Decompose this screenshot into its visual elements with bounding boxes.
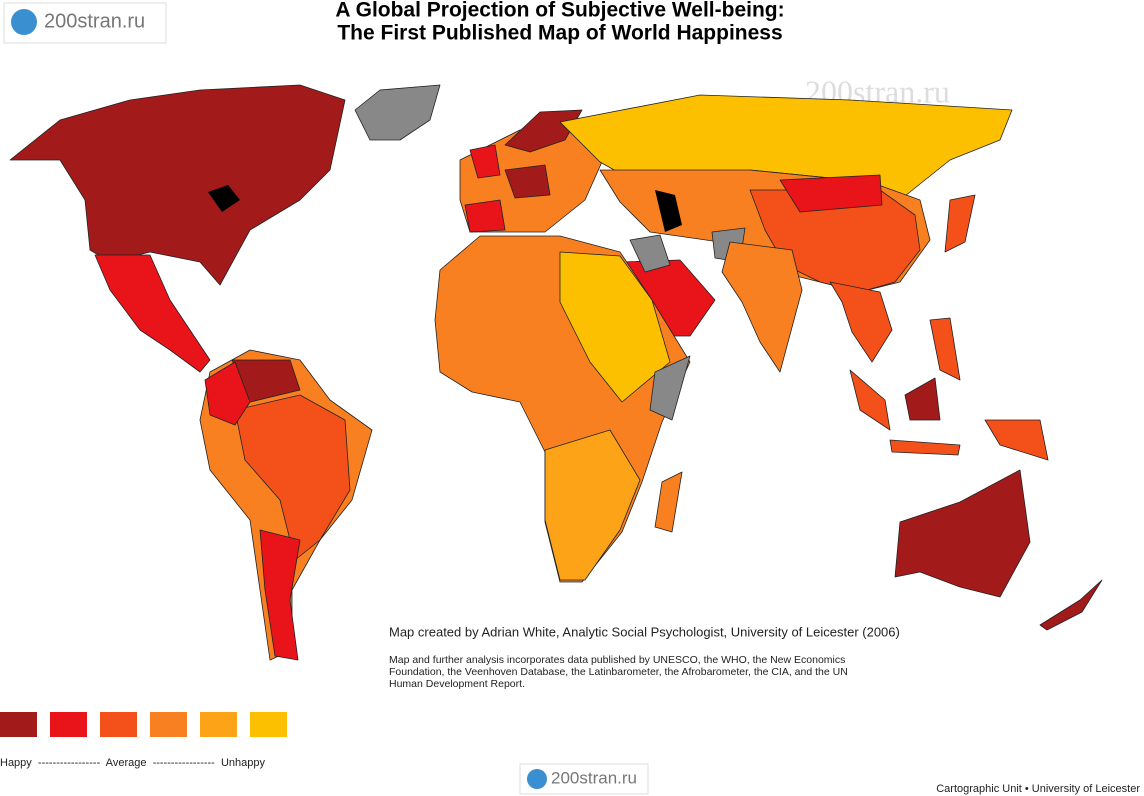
java bbox=[889, 439, 961, 456]
legend-swatch bbox=[0, 712, 37, 737]
sumatra bbox=[849, 369, 891, 431]
argentina bbox=[259, 529, 301, 661]
source-note: Map and further analysis incorporates da… bbox=[389, 654, 845, 666]
logo-text: 200stran.ru bbox=[551, 768, 637, 787]
colombia bbox=[204, 361, 251, 426]
logo-text: 200stran.ru bbox=[44, 10, 145, 32]
sahel bbox=[559, 251, 671, 403]
legend-swatch bbox=[250, 712, 287, 737]
greenland bbox=[354, 84, 441, 141]
legend-swatch bbox=[200, 712, 237, 737]
central-america bbox=[94, 254, 211, 373]
author-credit: Map created by Adrian White, Analytic So… bbox=[389, 624, 900, 639]
madagascar bbox=[654, 471, 683, 533]
india bbox=[721, 241, 803, 373]
legend-swatch bbox=[100, 712, 137, 737]
legend-swatch bbox=[50, 712, 87, 737]
caspian-sea bbox=[655, 190, 682, 232]
mongolia bbox=[779, 174, 883, 213]
source-note: Foundation, the Veenhoven Database, the … bbox=[389, 666, 848, 678]
world-map bbox=[9, 84, 1103, 661]
iberia bbox=[464, 199, 506, 233]
southern-africa bbox=[544, 429, 641, 581]
japan bbox=[944, 194, 976, 253]
philippines bbox=[929, 317, 961, 381]
australia bbox=[894, 469, 1031, 598]
britain bbox=[469, 144, 501, 179]
legend-swatch bbox=[150, 712, 187, 737]
north-america bbox=[9, 84, 346, 286]
borneo bbox=[904, 377, 941, 421]
horn-of-africa bbox=[649, 355, 691, 421]
iraq bbox=[629, 234, 671, 273]
logo-globe bbox=[11, 9, 37, 35]
new-zealand bbox=[1039, 579, 1103, 631]
new-guinea bbox=[984, 419, 1049, 461]
central-europe bbox=[504, 164, 551, 199]
title: A Global Projection of Subjective Well-b… bbox=[335, 0, 784, 22]
logo-globe bbox=[527, 769, 547, 789]
brazil bbox=[234, 394, 351, 561]
great-lakes bbox=[208, 185, 240, 212]
legend-label: Happy ----------------- Average --------… bbox=[0, 757, 265, 769]
southeast-asia bbox=[829, 281, 893, 363]
title: The First Published Map of World Happine… bbox=[337, 22, 782, 45]
footer: Cartographic Unit • University of Leices… bbox=[936, 783, 1140, 795]
source-note: Human Development Report. bbox=[389, 678, 525, 690]
legend bbox=[0, 712, 287, 737]
